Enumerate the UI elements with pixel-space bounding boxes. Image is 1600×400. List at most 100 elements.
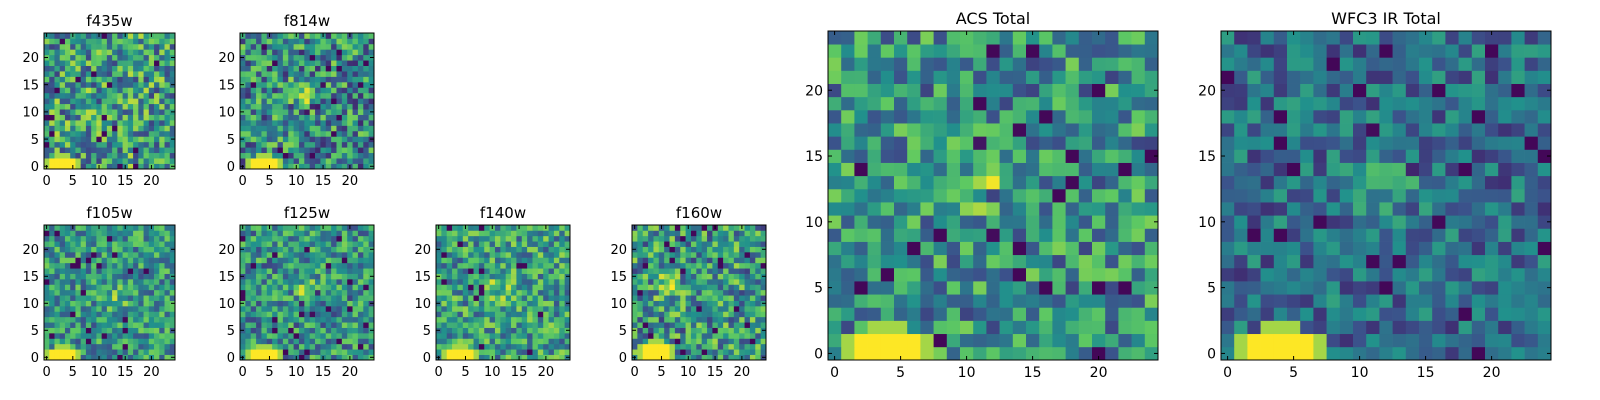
- heatmap-cell: [256, 38, 262, 45]
- heatmap-cell: [1432, 162, 1446, 177]
- heatmap-cell: [298, 33, 305, 39]
- heatmap-cell: [690, 268, 697, 274]
- heatmap-cell: [277, 103, 284, 110]
- heatmap-cell: [1471, 228, 1486, 242]
- heatmap-cell: [960, 307, 974, 321]
- heatmap-cell: [304, 327, 311, 334]
- heatmap-cell: [169, 92, 176, 99]
- heatmap-cell: [133, 76, 139, 83]
- heatmap-cell: [880, 320, 895, 335]
- heatmap-cell: [122, 343, 129, 350]
- heatmap-cell: [489, 349, 496, 355]
- heatmap-cell: [64, 49, 71, 56]
- heatmap-cell: [256, 65, 262, 72]
- heatmap-cell: [148, 120, 155, 126]
- heatmap-cell: [749, 295, 756, 301]
- heatmap-cell: [521, 241, 528, 247]
- heatmap-cell: [164, 65, 171, 72]
- heatmap-cell: [489, 322, 496, 328]
- heatmap-cell: [304, 163, 311, 170]
- heatmap-cell: [127, 300, 134, 307]
- heatmap-cell: [452, 279, 458, 285]
- heatmap-cell: [500, 289, 507, 296]
- heatmap-cell: [143, 163, 150, 170]
- heatmap-cell: [54, 103, 61, 110]
- heatmap-cell: [85, 130, 92, 137]
- heatmap-cell: [473, 306, 480, 312]
- heatmap-cell: [352, 38, 359, 45]
- heatmap-cell: [138, 300, 144, 307]
- heatmap-cell: [457, 338, 464, 345]
- heatmap-cell: [298, 257, 305, 264]
- heatmap-cell: [468, 230, 474, 237]
- heatmap-cell: [133, 125, 139, 132]
- heatmap-cell: [1078, 123, 1093, 137]
- heatmap-cell: [304, 279, 311, 285]
- heatmap-cell: [64, 130, 71, 137]
- heatmap-cell: [91, 147, 97, 154]
- heatmap-cell: [331, 230, 337, 237]
- heatmap-cell: [336, 225, 343, 231]
- heatmap-cell: [854, 175, 868, 190]
- heatmap-cell: [537, 225, 544, 231]
- heatmap-cell: [452, 311, 458, 318]
- heatmap-cell: [1313, 241, 1327, 256]
- heatmap-cell: [1052, 320, 1066, 335]
- heatmap-cell: [277, 252, 284, 258]
- heatmap-cell: [828, 175, 842, 190]
- heatmap-cell: [331, 71, 337, 77]
- heatmap-cell: [717, 246, 724, 253]
- heatmap-cell: [505, 300, 512, 307]
- heatmap-cell: [341, 114, 348, 121]
- heatmap-cell: [1118, 215, 1132, 229]
- heatmap-cell: [1273, 175, 1288, 190]
- heatmap-cell: [309, 81, 316, 88]
- heatmap-cell: [245, 120, 252, 126]
- heatmap-cell: [91, 354, 97, 361]
- heatmap-cell: [880, 241, 895, 256]
- heatmap-cell: [1405, 215, 1420, 229]
- heatmap-cell: [49, 225, 55, 231]
- heatmap-cell: [49, 98, 55, 105]
- heatmap-cell: [739, 241, 745, 247]
- heatmap-cell: [511, 300, 517, 307]
- heatmap-cell: [127, 284, 134, 291]
- heatmap-cell: [106, 235, 113, 242]
- heatmap-cell: [277, 136, 284, 143]
- heatmap-cell: [309, 311, 316, 318]
- heatmap-cell: [1445, 162, 1459, 177]
- heatmap-cell: [49, 230, 55, 237]
- heatmap-cell: [347, 158, 353, 164]
- heatmap-cell: [266, 54, 273, 61]
- heatmap-cell: [277, 87, 284, 94]
- heatmap-cell: [1524, 175, 1539, 190]
- heatmap-cell: [112, 300, 118, 307]
- heatmap-cell: [352, 300, 359, 307]
- heatmap-cell: [277, 225, 284, 231]
- heatmap-cell: [690, 306, 697, 312]
- heatmap-cell: [828, 109, 842, 124]
- heatmap-cell: [1247, 267, 1261, 282]
- heatmap-cell: [920, 83, 934, 98]
- heatmap-cell: [266, 81, 273, 88]
- heatmap-cell: [240, 152, 246, 159]
- heatmap-cell: [298, 235, 305, 242]
- heatmap-cell: [261, 284, 268, 291]
- heatmap-cell: [1379, 254, 1393, 269]
- heatmap-cell: [674, 279, 681, 285]
- heatmap-cell: [277, 338, 284, 345]
- heatmap-cell: [669, 306, 676, 312]
- heatmap-cell: [250, 349, 257, 355]
- heatmap-cell: [674, 343, 681, 350]
- heatmap-cell: [122, 81, 129, 88]
- heatmap-cell: [664, 279, 670, 285]
- heatmap-cell: [293, 338, 300, 345]
- heatmap-cell: [138, 109, 144, 115]
- heatmap-cell: [347, 333, 353, 339]
- heatmap-cell: [70, 289, 76, 296]
- heatmap-cell: [266, 333, 273, 339]
- heatmap-cell: [106, 289, 113, 296]
- heatmap-cell: [473, 316, 480, 323]
- heatmap-cell: [70, 306, 76, 312]
- heatmap-cell: [1458, 202, 1473, 216]
